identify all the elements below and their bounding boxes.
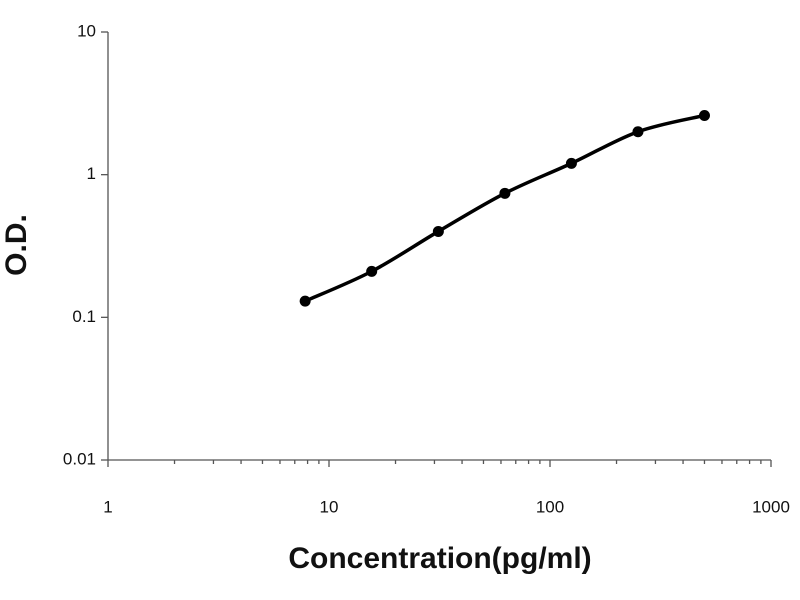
x-tick-label: 10	[320, 497, 339, 516]
data-point	[499, 187, 511, 199]
data-point	[366, 265, 378, 277]
y-tick-label: 1	[87, 164, 96, 183]
data-point	[698, 109, 710, 121]
data-point	[632, 126, 644, 138]
data-point	[299, 295, 311, 307]
data-point	[432, 225, 444, 237]
x-tick-label: 1000	[752, 497, 790, 516]
x-axis-title: Concentration(pg/ml)	[288, 542, 591, 575]
y-tick-label: 0.1	[72, 307, 96, 326]
x-tick-label: 100	[536, 497, 564, 516]
y-axis-title: O.D.	[0, 214, 33, 276]
data-point	[565, 157, 577, 169]
x-tick-label: 1	[103, 497, 112, 516]
y-tick-label: 0.01	[63, 449, 96, 468]
y-tick-label: 10	[77, 21, 96, 40]
